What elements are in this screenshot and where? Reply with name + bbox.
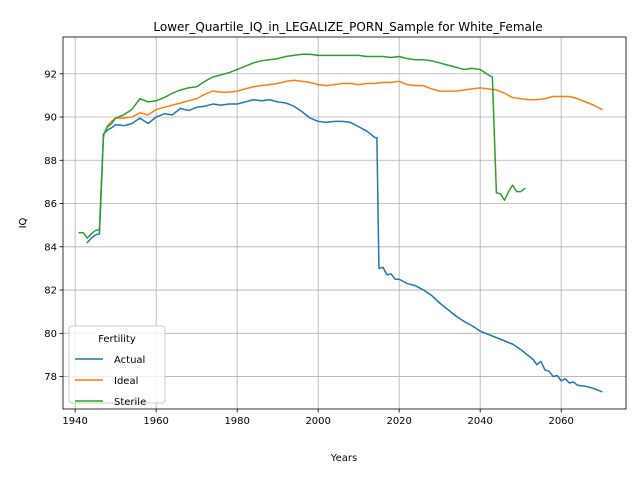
y-tick-label: 78 — [44, 372, 57, 383]
legend-box — [68, 325, 166, 404]
x-tick-label: 2060 — [548, 416, 573, 427]
x-tick-label: 2000 — [305, 416, 330, 427]
x-axis-label: Years — [330, 453, 357, 464]
y-tick-label: 92 — [44, 69, 57, 80]
series-line-sterile — [78, 53, 526, 239]
x-tick-label: 1940 — [62, 416, 87, 427]
legend: Fertility Actual Ideal Sterile — [68, 325, 166, 408]
y-tick-label: 88 — [44, 156, 57, 167]
y-tick-label: 84 — [44, 242, 57, 253]
legend-title: Fertility — [98, 334, 136, 345]
x-tick-label: 1960 — [143, 416, 168, 427]
x-tick-label: 2020 — [386, 416, 411, 427]
x-tick-label: 2040 — [467, 416, 492, 427]
series-line-actual — [86, 98, 603, 393]
y-axis-label: IQ — [18, 217, 29, 228]
x-tick-label: 1980 — [224, 416, 249, 427]
x-axis: 1940 1960 1980 2000 2020 2040 2060 — [62, 409, 574, 427]
series-layer — [78, 53, 603, 393]
y-axis: 78 80 82 84 86 88 90 92 — [44, 69, 63, 383]
legend-label-sterile: Sterile — [114, 397, 146, 408]
y-tick-label: 80 — [44, 329, 57, 340]
legend-label-actual: Actual — [114, 355, 145, 366]
y-tick-label: 82 — [44, 286, 57, 297]
y-tick-label: 86 — [44, 199, 57, 210]
chart-title: Lower_Quartile_IQ_in_LEGALIZE_PORN_Sampl… — [153, 20, 542, 34]
plot-frame — [62, 36, 627, 410]
series-line-ideal — [102, 79, 603, 138]
grid — [63, 37, 626, 409]
y-tick-label: 90 — [44, 113, 57, 124]
legend-label-ideal: Ideal — [114, 376, 138, 387]
